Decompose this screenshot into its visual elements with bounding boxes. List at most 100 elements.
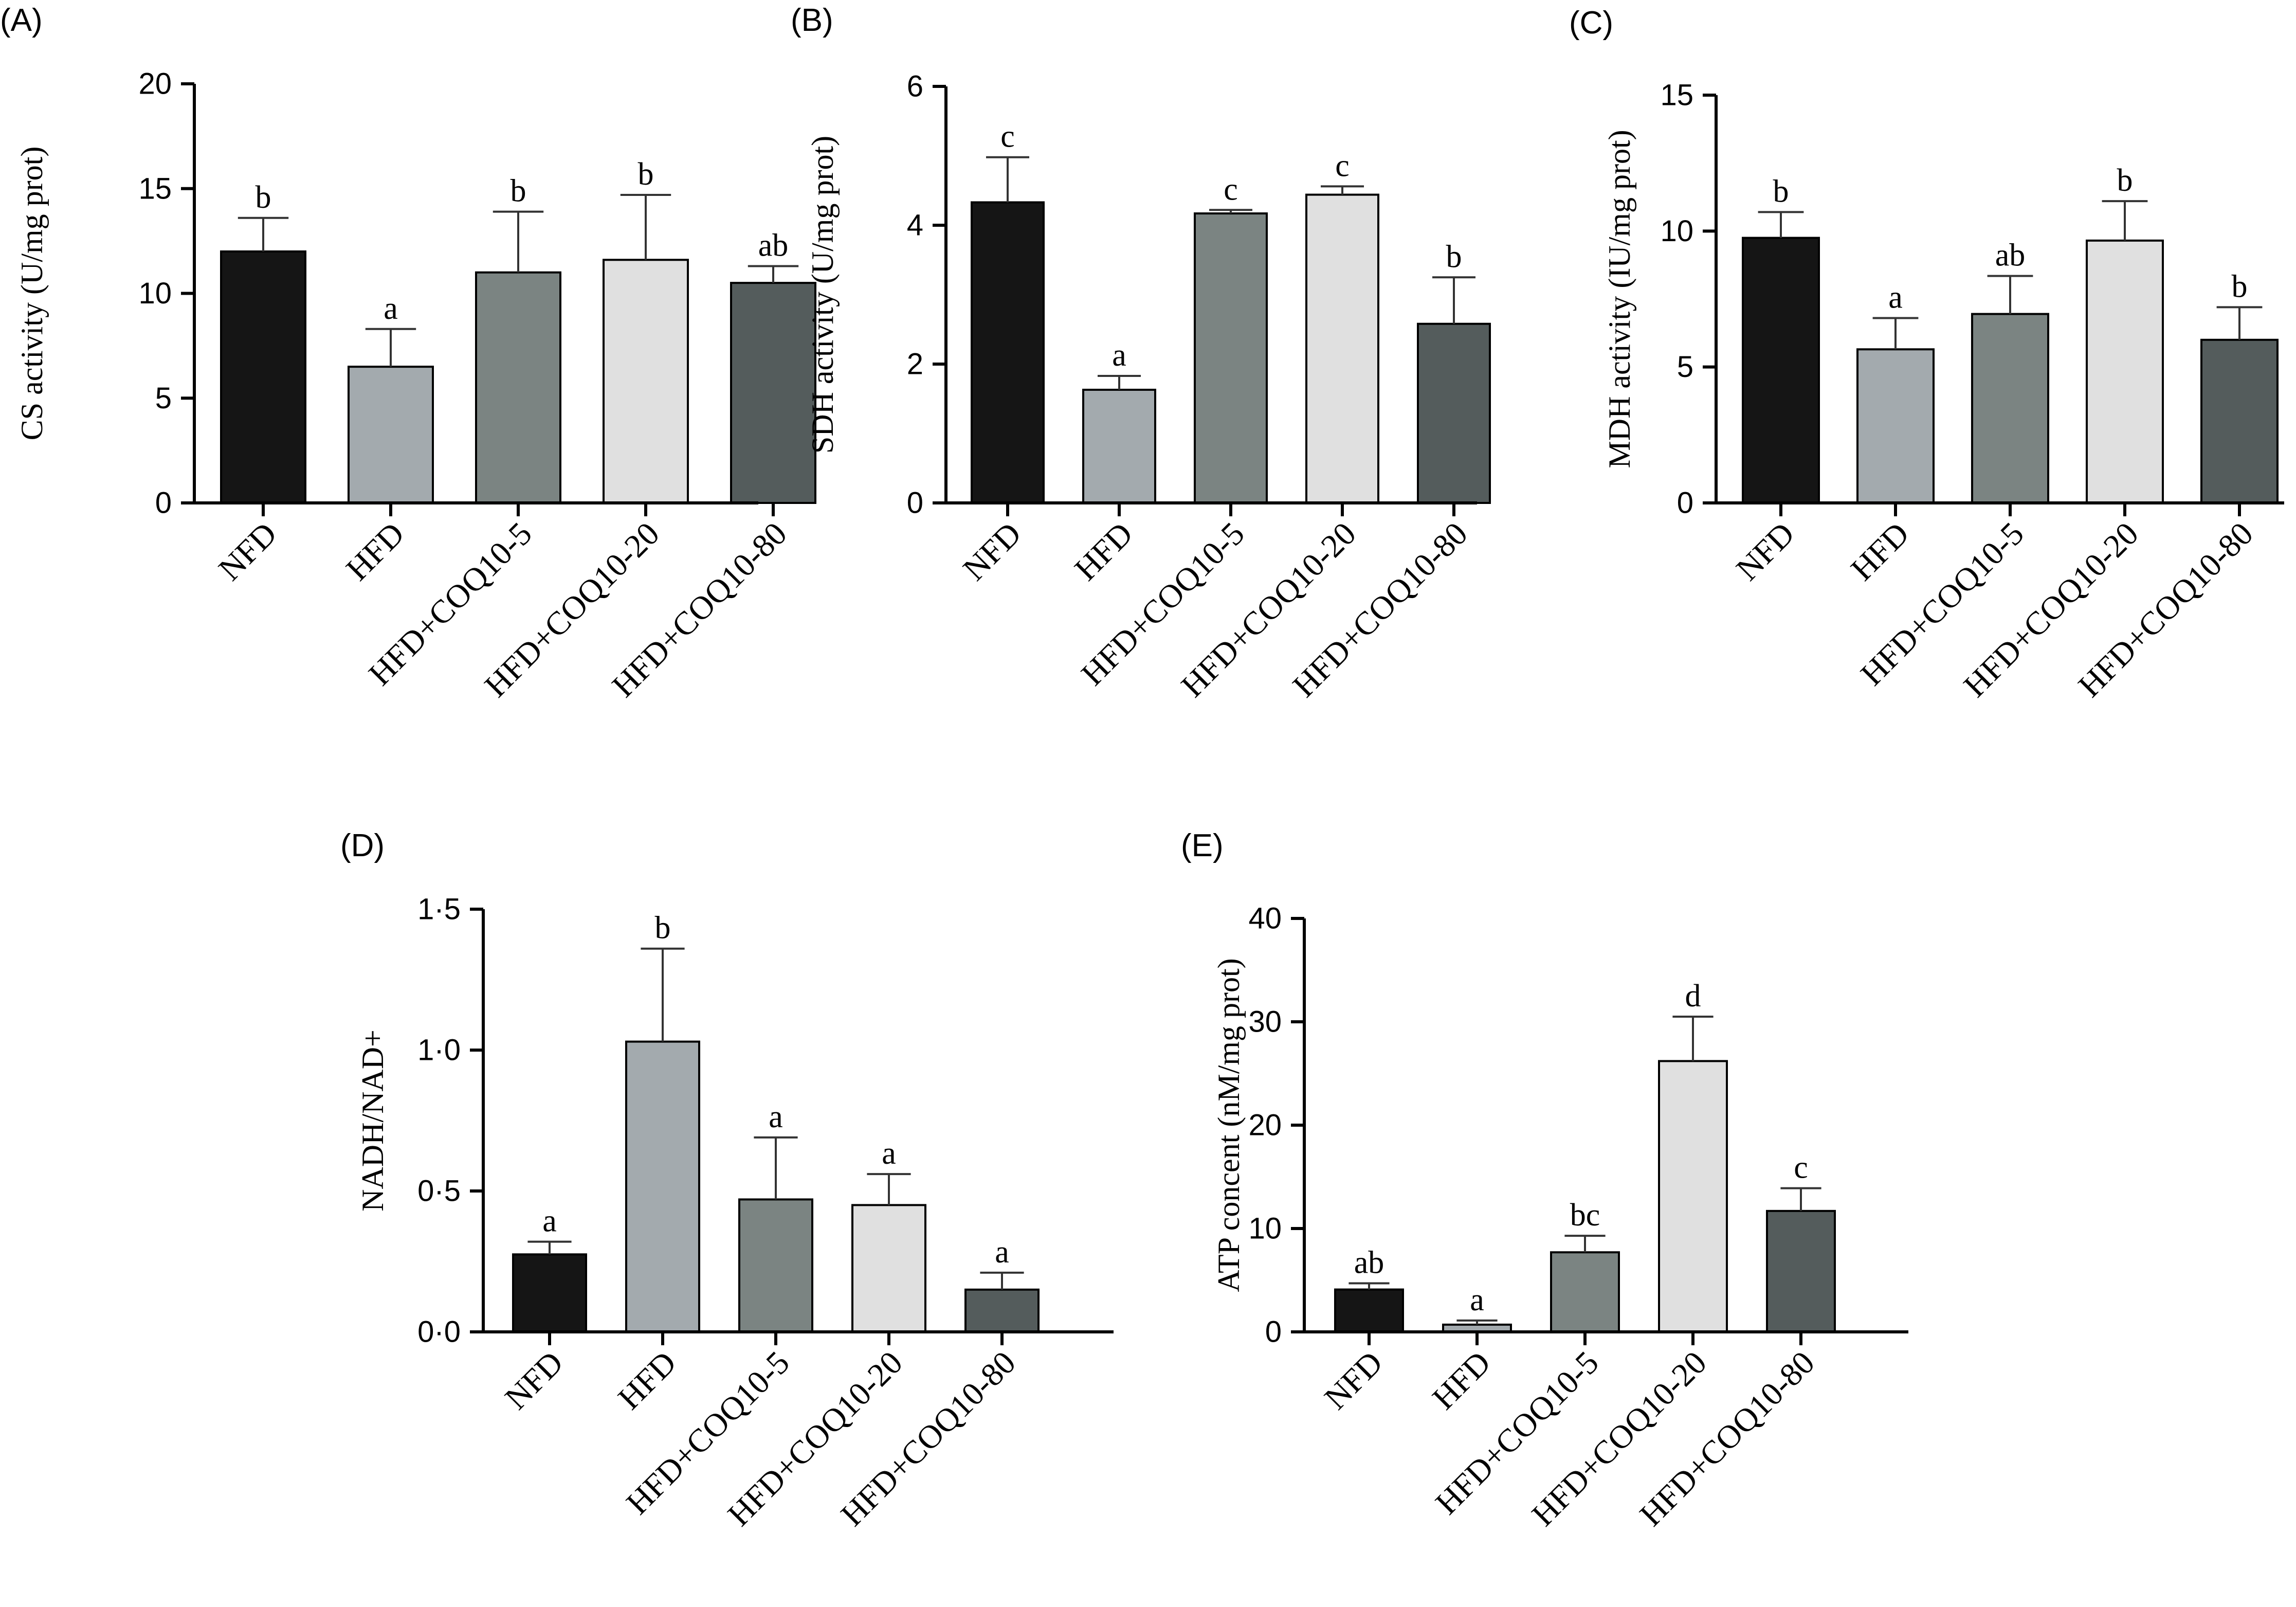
axes <box>193 84 758 504</box>
bar <box>738 1198 813 1333</box>
y-tick-label: 1·5 <box>417 893 461 926</box>
significance-label: bc <box>1570 1198 1600 1233</box>
panel-label: (C) <box>1569 5 1613 41</box>
y-tick-label: 40 <box>1248 902 1282 935</box>
significance-label: d <box>1685 979 1701 1014</box>
y-tick-label: 20 <box>138 67 172 101</box>
x-tick-label: HFD <box>1425 1344 1498 1417</box>
bar <box>2200 338 2279 504</box>
x-tick-label: NFD <box>498 1344 570 1417</box>
y-tick-label: 0 <box>1265 1315 1282 1349</box>
bar <box>1550 1251 1620 1333</box>
panel-b: (B) SDH activity (U/mg prot) 0 2 4 6 c NFD a HFD c… <box>791 3 1491 704</box>
panel-label: (B) <box>791 3 833 38</box>
significance-label: a <box>882 1136 896 1171</box>
x-tick-label: NFD <box>1317 1344 1390 1417</box>
axes <box>944 86 1477 504</box>
significance-label: a <box>995 1235 1009 1270</box>
panel-e: (E) ATP concent (nM/mg prot) 0 10 20 30 40 ab NF… <box>1181 828 1908 1533</box>
bar <box>220 250 306 504</box>
bar <box>1194 212 1268 504</box>
y-tick-label: 4 <box>907 209 923 242</box>
y-tick-label: 0·5 <box>417 1175 461 1208</box>
x-tick-label: HFD <box>1067 515 1140 588</box>
axes <box>1303 918 1908 1333</box>
bar <box>1766 1209 1836 1333</box>
significance-label: a <box>384 291 398 326</box>
y-tick-label: 0 <box>907 486 923 520</box>
y-tick-label: 10 <box>1660 214 1693 248</box>
bar <box>475 271 561 504</box>
bar <box>1971 313 2049 504</box>
panel-label: (E) <box>1181 828 1224 863</box>
significance-label: b <box>1773 174 1789 209</box>
significance-label: ab <box>758 228 789 263</box>
bar <box>1417 322 1491 504</box>
significance-label: a <box>769 1099 783 1134</box>
x-tick-label: HFD <box>339 515 411 588</box>
axes <box>482 909 1114 1333</box>
bar <box>2086 239 2164 504</box>
bar <box>1658 1060 1728 1333</box>
bar <box>512 1253 587 1333</box>
x-tick-label: NFD <box>211 515 284 588</box>
significance-label: c <box>1000 119 1015 154</box>
bar <box>1082 388 1156 504</box>
panel-d: (D)NADH/NAD+0·00·51·01·5aNFDbHFDaHFD+COQ… <box>340 828 1114 1533</box>
y-tick-label: 2 <box>907 348 923 381</box>
y-tick-label: 6 <box>907 70 923 103</box>
significance-label: a <box>1888 280 1903 315</box>
y-tick-label: 0·0 <box>417 1315 461 1349</box>
significance-label: a <box>542 1204 557 1239</box>
y-tick-label: 15 <box>1660 79 1693 112</box>
y-axis-label: CS activity (U/mg prot) <box>15 147 49 441</box>
panel-a: (A) CS activity (U/mg prot) 0 5 10 15 20 b NFD a H… <box>0 3 816 704</box>
axes <box>1715 95 2284 504</box>
y-axis-label: MDH activity (IU/mg prot) <box>1602 130 1636 468</box>
significance-label: b <box>1446 239 1462 274</box>
y-tick-label: 5 <box>1677 350 1693 384</box>
significance-label: b <box>256 180 271 215</box>
significance-label: b <box>655 911 671 946</box>
bar <box>851 1204 926 1333</box>
bar <box>348 366 434 504</box>
y-axis-label: NADH/NAD+ <box>356 1030 390 1212</box>
bar <box>971 201 1045 504</box>
y-tick-label: 10 <box>138 277 172 310</box>
significance-label: c <box>1335 148 1350 183</box>
y-axis-label: SDH activity (U/mg prot) <box>806 136 840 454</box>
y-tick-label: 5 <box>155 382 172 415</box>
y-tick-label: 15 <box>138 172 172 205</box>
panel-label: (A) <box>0 3 43 38</box>
bar <box>1305 193 1379 504</box>
significance-label: a <box>1470 1283 1484 1317</box>
y-tick-label: 0 <box>155 486 172 520</box>
significance-label: ab <box>1354 1245 1384 1280</box>
bar <box>730 282 816 504</box>
x-tick-label: NFD <box>956 515 1028 588</box>
significance-label: b <box>511 174 526 209</box>
significance-label: c <box>1794 1150 1808 1185</box>
significance-label: b <box>2117 163 2133 198</box>
significance-label: b <box>2232 269 2248 304</box>
x-tick-label: HFD <box>1844 515 1916 588</box>
bar <box>625 1040 700 1333</box>
y-axis-label: ATP concent (nM/mg prot) <box>1212 958 1246 1292</box>
y-tick-label: 10 <box>1248 1212 1282 1245</box>
x-tick-label: NFD <box>1729 515 1801 588</box>
x-tick-label: HFD <box>611 1344 683 1417</box>
bar <box>1856 348 1935 504</box>
panel-label: (D) <box>340 828 385 863</box>
significance-label: c <box>1224 172 1238 207</box>
bar <box>1742 237 1820 504</box>
y-tick-label: 1·0 <box>417 1034 461 1067</box>
significance-label: b <box>638 157 654 192</box>
bar <box>603 259 689 504</box>
y-tick-label: 20 <box>1248 1109 1282 1142</box>
y-tick-label: 30 <box>1248 1005 1282 1039</box>
significance-label: ab <box>1995 238 2026 273</box>
y-tick-label: 0 <box>1677 486 1693 520</box>
bar <box>964 1288 1040 1333</box>
panel-c: (C) MDH activity (IU/mg prot) 0 5 10 15 b NFD a H… <box>1569 5 2284 704</box>
